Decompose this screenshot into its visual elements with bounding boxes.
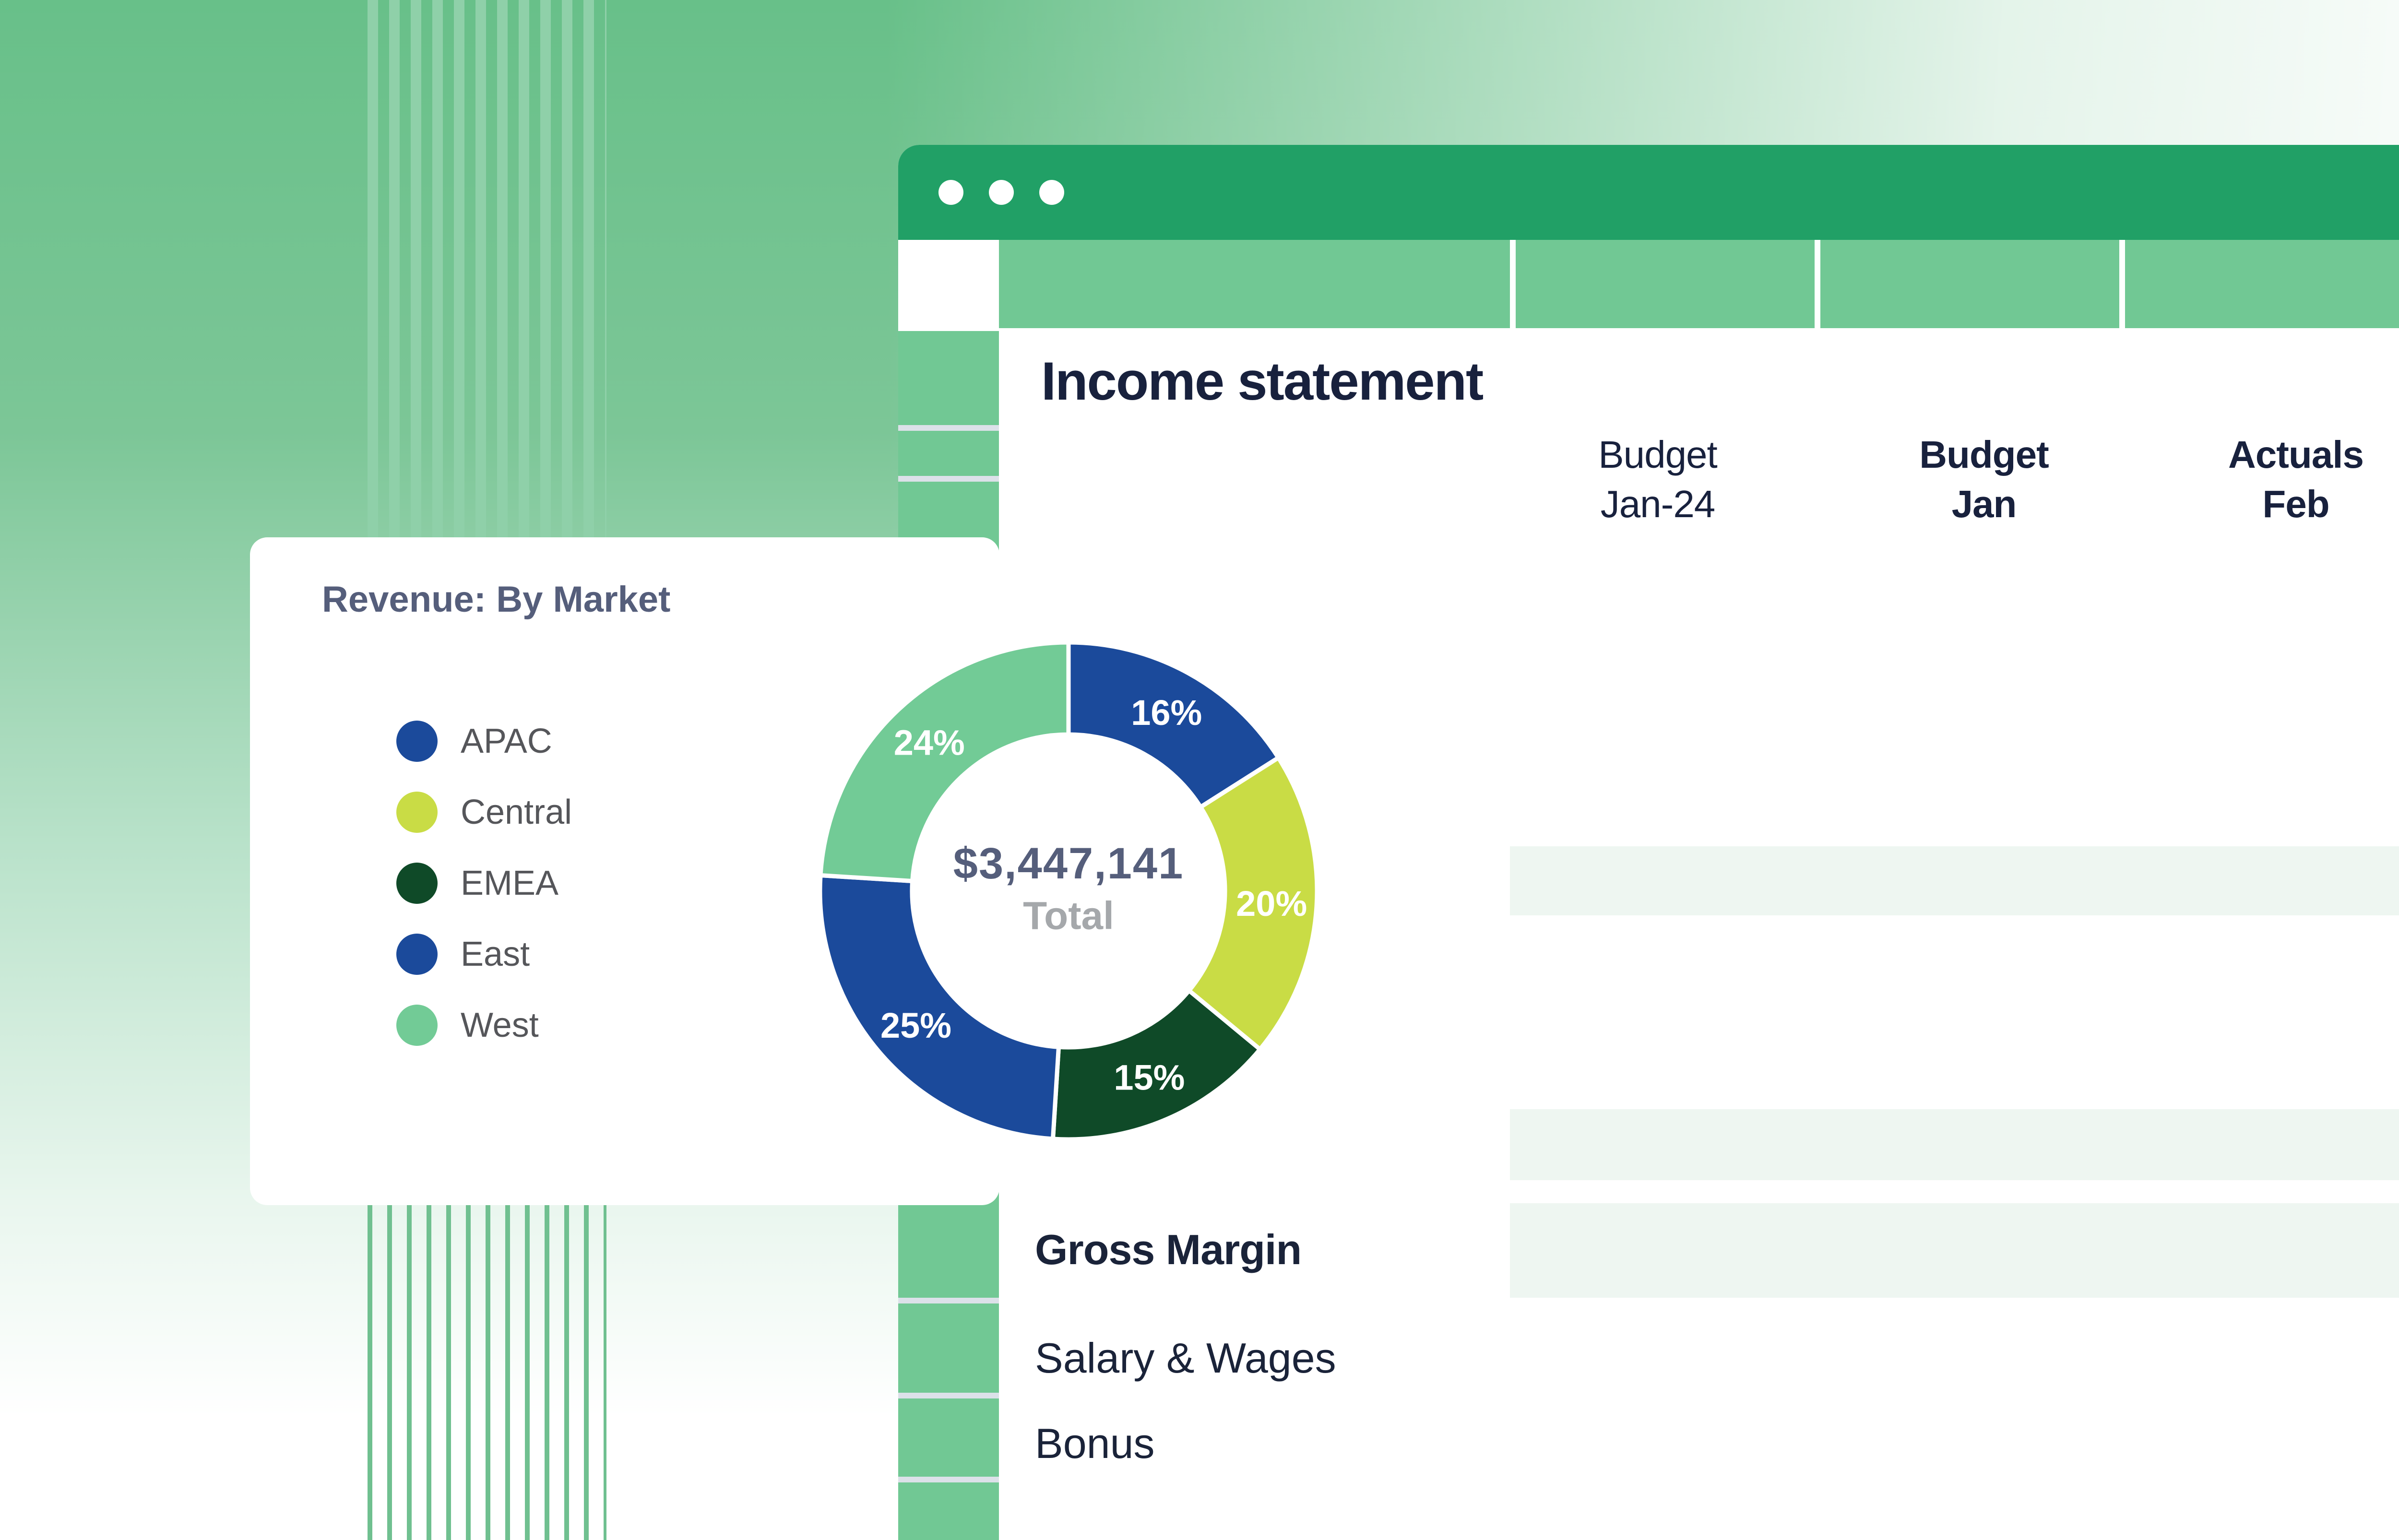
row-gridline	[898, 425, 999, 431]
column-header-budget-jan: Budget Jan	[1919, 433, 2049, 525]
corner-cell	[898, 240, 999, 328]
legend-label: APAC	[461, 722, 552, 760]
legend-item-east[interactable]: East	[396, 934, 572, 975]
column-header-actuals-feb: Actuals Feb	[2228, 433, 2364, 525]
legend: APAC Central EMEA East West	[396, 721, 572, 1046]
column-header-row	[898, 240, 2399, 328]
donut-segment-label-central: 20%	[1236, 884, 1307, 924]
donut-center-value: $3,447,141	[953, 839, 1184, 888]
column-header-budget-jan24: Budget Jan-24	[1598, 433, 1718, 525]
row-gridline	[898, 1477, 999, 1482]
row-gridline	[898, 476, 999, 482]
legend-item-apac[interactable]: APAC	[396, 721, 572, 762]
legend-dot-icon	[396, 1005, 438, 1046]
row-gridline	[898, 1393, 999, 1398]
donut-segment-central[interactable]	[1186, 755, 1319, 1053]
background-stripes-top	[368, 0, 606, 537]
column-separator	[2119, 240, 2125, 328]
donut-center-label: Total	[1023, 894, 1114, 938]
donut-segments: 16% 20% 15% 25% 24%	[818, 640, 1319, 1142]
highlight-row	[1510, 846, 2399, 915]
donut-segment-west[interactable]	[818, 640, 1071, 884]
window-titlebar	[898, 145, 2399, 240]
chart-title: Revenue: By Market	[322, 579, 671, 620]
row-label-gross-margin: Gross Margin	[1035, 1226, 1302, 1273]
column-separator	[1815, 240, 1820, 328]
window-control-dot-2[interactable]	[989, 180, 1014, 205]
legend-item-west[interactable]: West	[396, 1005, 572, 1046]
row-label-salary-wages: Salary & Wages	[1035, 1334, 1336, 1382]
window-control-dot-3[interactable]	[1039, 180, 1064, 205]
background-stripes-bottom	[368, 1205, 606, 1540]
row-label-bonus: Bonus	[1035, 1420, 1155, 1467]
column-separator	[1510, 240, 1516, 328]
legend-item-emea[interactable]: EMEA	[396, 863, 572, 904]
donut-segment-label-east: 25%	[880, 1006, 951, 1045]
sheet-title: Income statement	[1041, 351, 1484, 411]
legend-dot-icon	[396, 721, 438, 762]
legend-label: Central	[461, 793, 572, 831]
window-control-dot-1[interactable]	[938, 180, 963, 205]
row-gridline	[898, 1298, 999, 1303]
legend-dot-icon	[396, 792, 438, 833]
spreadsheet-window: Income statement Budget Jan-24 Budget Jan …	[898, 145, 2399, 1540]
legend-dot-icon	[396, 863, 438, 904]
highlight-row	[1510, 1203, 2399, 1298]
donut-segment-apac[interactable]	[1066, 640, 1282, 810]
legend-item-central[interactable]: Central	[396, 792, 572, 833]
donut-chart: 16% 20% 15% 25% 24% $3,447,141 Total	[818, 640, 1319, 1142]
highlight-row	[1510, 1109, 2399, 1180]
donut-segment-label-west: 24%	[894, 723, 965, 762]
donut-segment-east[interactable]	[818, 873, 1061, 1141]
legend-dot-icon	[396, 934, 438, 975]
legend-label: West	[461, 1006, 539, 1044]
donut-segment-label-apac: 16%	[1131, 693, 1202, 733]
legend-label: EMEA	[461, 864, 559, 902]
legend-label: East	[461, 935, 530, 973]
donut-segment-label-emea: 15%	[1114, 1058, 1185, 1098]
donut-segment-emea[interactable]	[1050, 987, 1263, 1142]
